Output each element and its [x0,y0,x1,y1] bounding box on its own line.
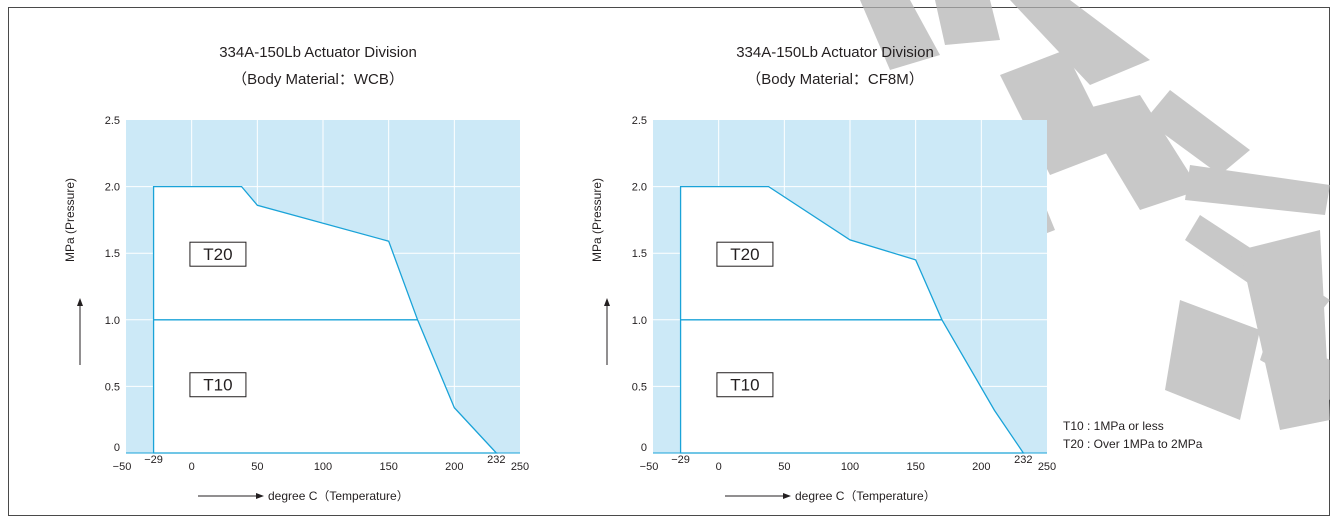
figure-frame [8,7,1330,516]
x-tick-label: 200 [972,461,990,473]
chart-wcb: 334A-150Lb Actuator Division （Body Materi… [63,44,529,503]
x-tick-label: 250 [1038,461,1056,473]
y-tick-label: 0 [114,442,120,454]
x-axis-title: degree C（Temperature） [268,489,409,503]
y-tick-label: 1.5 [632,248,647,260]
y-tick-label: 2.0 [632,182,647,194]
x-tick-label: 250 [511,461,529,473]
x-special-tick-label: −29 [671,454,690,466]
zone-label-t10: T10 [730,376,759,395]
y-axis-title: MPa (Pressure) [590,178,604,262]
zone-label-box [716,241,774,267]
legend-notes: T10 : 1MPa or less T20 : Over 1MPa to 2M… [1063,419,1203,451]
zone-label-box [189,372,247,398]
chart-title: 334A-150Lb Actuator Division [219,44,417,61]
chart-subtitle: （Body Material：WCB） [232,71,404,88]
y-axis-title: MPa (Pressure) [63,178,77,262]
x-tick-label: 150 [906,461,924,473]
note-t10: T10 : 1MPa or less [1063,419,1164,433]
x-special-tick-label: −29 [144,454,163,466]
x-axis-arrow-head [783,493,791,499]
x-tick-label: 100 [841,461,859,473]
x-special-tick-label: 232 [1014,454,1032,466]
chart-subtitle: （Body Material：CF8M） [746,71,924,88]
y-tick-label: 1.5 [105,248,120,260]
x-tick-label: 100 [314,461,332,473]
y-tick-label: 2.0 [105,182,120,194]
x-tick-label: 150 [379,461,397,473]
zone-label-box [716,372,774,398]
x-tick-label: 50 [251,461,263,473]
note-t20: T20 : Over 1MPa to 2MPa [1063,437,1203,451]
x-tick-label: 50 [778,461,790,473]
x-tick-label: 0 [189,461,195,473]
x-axis-title: degree C（Temperature） [795,489,936,503]
y-tick-label: 0 [641,442,647,454]
y-axis-arrow-head [77,298,83,306]
y-tick-label: 2.5 [105,115,120,127]
x-tick-label: 0 [716,461,722,473]
chart-cf8m: 334A-150Lb Actuator Division （Body Materi… [590,44,1056,503]
x-tick-label: −50 [640,461,659,473]
zone-label-t20: T20 [203,245,232,264]
x-special-tick-label: 232 [487,454,505,466]
x-tick-label: 200 [445,461,463,473]
y-tick-label: 2.5 [632,115,647,127]
x-axis-arrow-head [256,493,264,499]
zone-label-t10: T10 [203,376,232,395]
y-axis-arrow-head [604,298,610,306]
zone-label-box [189,241,247,267]
chart-title: 334A-150Lb Actuator Division [736,44,934,61]
y-tick-label: 1.0 [632,315,647,327]
y-tick-label: 0.5 [105,381,120,393]
x-tick-label: −50 [113,461,132,473]
zone-label-t20: T20 [730,245,759,264]
y-tick-label: 1.0 [105,315,120,327]
y-tick-label: 0.5 [632,381,647,393]
